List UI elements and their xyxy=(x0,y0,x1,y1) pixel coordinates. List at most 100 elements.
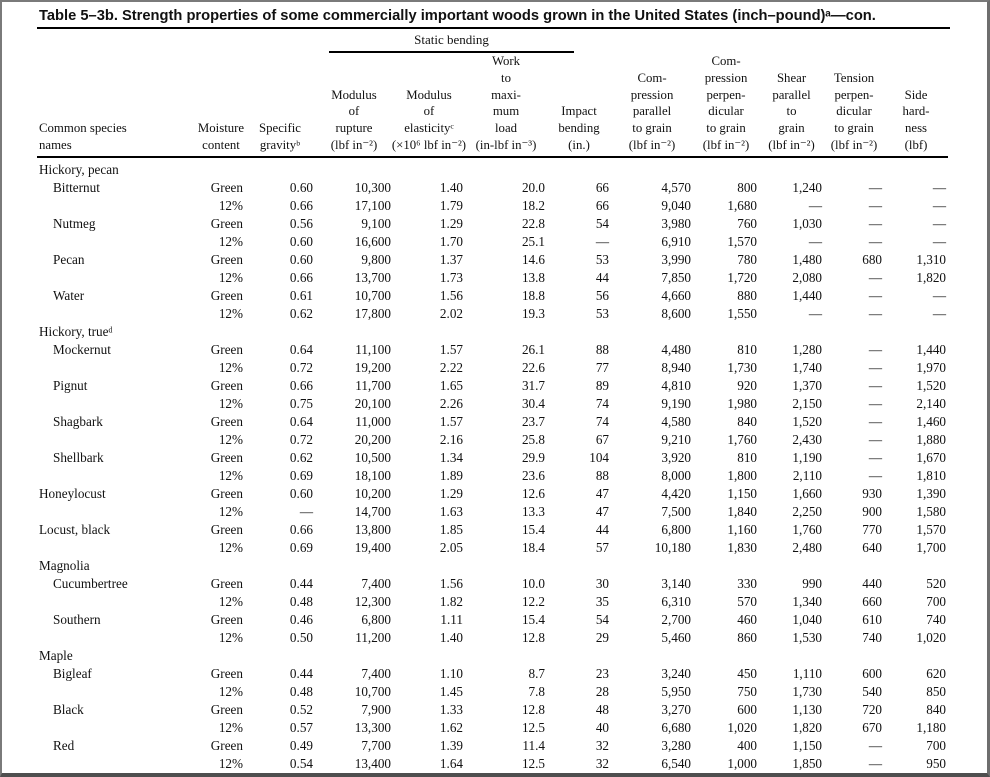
value-cell: 0.56 xyxy=(289,215,313,231)
value-cell: 29 xyxy=(595,629,610,645)
value-cell: Green xyxy=(210,485,243,501)
value-cell: 4,580 xyxy=(661,413,692,429)
value-cell: 29.9 xyxy=(521,449,546,465)
group-row: Maple xyxy=(37,647,948,665)
value-cell: 0.66 xyxy=(289,269,313,285)
value-cell: 0.60 xyxy=(289,179,313,195)
value-cell: 1,760 xyxy=(727,431,758,447)
value-cell: 700 xyxy=(926,737,947,753)
value-cell: 18.8 xyxy=(521,287,546,303)
value-cell: 3,140 xyxy=(661,575,692,591)
value-cell: 10.0 xyxy=(521,575,546,591)
value-cell: 26.1 xyxy=(521,341,546,357)
value-cell: 54 xyxy=(595,215,610,231)
value-cell: 0.52 xyxy=(289,701,313,717)
value-cell: 0.60 xyxy=(289,233,313,249)
value-cell: 74 xyxy=(595,413,610,429)
value-cell: 930 xyxy=(862,485,883,501)
table-title: Table 5–3b. Strength properties of some … xyxy=(37,2,950,29)
value-cell: 4,570 xyxy=(661,179,692,195)
value-cell: 12.2 xyxy=(521,593,546,609)
value-cell: 2,700 xyxy=(661,611,692,627)
value-cell: 12% xyxy=(218,197,243,213)
value-cell: 1.56 xyxy=(439,575,463,591)
value-cell: 47 xyxy=(595,485,610,501)
value-cell: 1.37 xyxy=(439,251,463,267)
value-cell: 1.85 xyxy=(439,521,463,537)
value-cell: 14.6 xyxy=(521,251,546,267)
value-cell: 12% xyxy=(218,755,243,771)
value-cell: 32 xyxy=(595,755,610,771)
table-row: 12% — 14,700 1.63 13.3 47 7,500 1,840 2,250 900 1,… xyxy=(37,503,948,521)
table-row: 12% 0.69 19,400 2.05 18.4 57 10,180 1,830 2,480 6… xyxy=(37,539,948,557)
static-bending-row: Static bending xyxy=(37,29,948,53)
value-cell: 16,600 xyxy=(354,233,391,249)
value-cell: 20.0 xyxy=(521,179,546,195)
column-header-tension-perpendicular: Tension perpen-dicular to grain (lbf in⁻²) xyxy=(824,53,885,158)
value-cell: 44 xyxy=(595,269,610,285)
value-cell: 12% xyxy=(218,467,243,483)
column-header-moisture: Moisture content xyxy=(197,53,245,158)
value-cell: 89 xyxy=(595,377,610,393)
column-header-modulus-rupture: Modulus of rupture (lbf in⁻²) xyxy=(315,53,393,158)
value-cell: 11,200 xyxy=(355,629,391,645)
species-cell: Pecan xyxy=(53,251,85,267)
value-cell: 400 xyxy=(737,737,758,753)
value-cell: 9,210 xyxy=(661,431,692,447)
value-cell: 7,400 xyxy=(361,665,391,681)
value-cell: — xyxy=(868,755,883,771)
species-cell: Southern xyxy=(53,611,101,627)
value-cell: 9,100 xyxy=(361,215,391,231)
value-cell: 12.6 xyxy=(521,485,546,501)
value-cell: 1,660 xyxy=(792,485,823,501)
group-label: Magnolia xyxy=(39,557,90,573)
value-cell: — xyxy=(868,395,883,411)
value-cell: 1.39 xyxy=(439,737,463,753)
species-cell: Nutmeg xyxy=(53,215,96,231)
species-cell: Cucumbertree xyxy=(53,575,128,591)
value-cell: 0.69 xyxy=(289,467,313,483)
species-cell xyxy=(37,197,197,215)
value-cell: 1.63 xyxy=(439,503,463,519)
species-cell: Shellbark xyxy=(53,449,104,465)
value-cell: 620 xyxy=(926,665,947,681)
value-cell: 57 xyxy=(595,539,610,555)
value-cell: 1.57 xyxy=(439,413,463,429)
value-cell: 6,910 xyxy=(661,233,692,249)
table-row: 12% 0.48 10,700 1.45 7.8 28 5,950 750 1,730 540 85… xyxy=(37,683,948,701)
value-cell: 1,730 xyxy=(792,683,823,699)
value-cell: 13,300 xyxy=(354,719,391,735)
value-cell: 1.57 xyxy=(439,341,463,357)
value-cell: 0.66 xyxy=(289,377,313,393)
value-cell: 0.60 xyxy=(289,485,313,501)
value-cell: 2,080 xyxy=(792,269,823,285)
value-cell: Green xyxy=(210,377,243,393)
table-row: Pignut Green 0.66 11,700 1.65 31.7 89 4,810 920 1… xyxy=(37,377,948,395)
value-cell: 1,760 xyxy=(792,521,823,537)
value-cell: 13,400 xyxy=(354,755,391,771)
value-cell: 14,700 xyxy=(354,503,391,519)
species-cell xyxy=(37,359,197,377)
value-cell: 30 xyxy=(595,575,610,591)
group-label: Hickory, pecan xyxy=(39,161,119,177)
value-cell: 12.5 xyxy=(521,755,546,771)
value-cell: Green xyxy=(210,341,243,357)
value-cell: — xyxy=(808,197,823,213)
value-cell: 800 xyxy=(737,179,758,195)
group-label: Maple xyxy=(39,647,73,663)
species-cell xyxy=(37,431,197,449)
value-cell: 56 xyxy=(595,287,610,303)
value-cell: 1,700 xyxy=(916,539,947,555)
value-cell: — xyxy=(868,179,883,195)
species-cell xyxy=(37,269,197,287)
value-cell: 13,800 xyxy=(354,521,391,537)
value-cell: 1,810 xyxy=(916,467,947,483)
value-cell: 2,140 xyxy=(916,395,947,411)
value-cell: 18.2 xyxy=(521,197,546,213)
value-cell: Green xyxy=(210,611,243,627)
value-cell: 1.40 xyxy=(439,179,463,195)
value-cell: 760 xyxy=(737,215,758,231)
value-cell: 0.75 xyxy=(289,395,313,411)
column-header-compression-perpendicular: Com-pression perpen-dicular to grain (lbf i… xyxy=(693,53,760,158)
value-cell: — xyxy=(868,377,883,393)
